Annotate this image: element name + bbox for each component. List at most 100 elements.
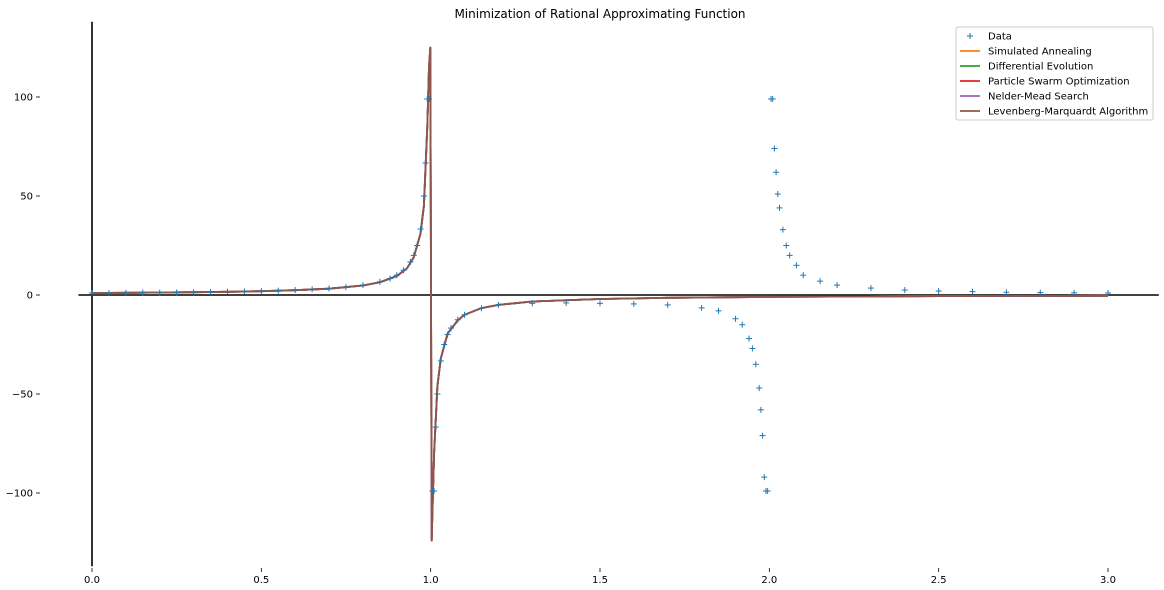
data-point	[410, 252, 417, 259]
data-point	[122, 289, 129, 296]
data-point	[759, 432, 766, 439]
data-point	[387, 275, 394, 282]
legend-label: Levenberg-Marquardt Algorithm	[988, 107, 1148, 118]
data-point	[771, 145, 778, 152]
data-point	[773, 169, 780, 176]
data-point	[597, 300, 603, 307]
data-point	[776, 204, 783, 211]
data-point	[207, 289, 214, 296]
data-point	[417, 226, 424, 233]
data-point	[749, 345, 756, 352]
y-tick-label: 0	[27, 291, 33, 302]
fit-lines	[91, 46, 1109, 542]
data-point	[664, 301, 671, 308]
data-point	[969, 288, 976, 295]
data-point	[901, 287, 908, 294]
data-point	[783, 242, 790, 249]
data-point	[241, 288, 248, 295]
data-point	[414, 242, 421, 249]
data-point	[834, 282, 841, 289]
data-point	[420, 193, 427, 199]
x-tick-label: 3.0	[1100, 575, 1116, 586]
data-point	[173, 289, 180, 296]
legend: Data Simulated Annealing Differential Evol…	[955, 26, 1154, 121]
y-tick-label: −100	[6, 489, 33, 500]
data-point	[275, 287, 282, 294]
data-point	[478, 305, 485, 312]
data-point	[139, 289, 146, 296]
data-point	[359, 282, 366, 289]
data-point	[437, 357, 444, 364]
data-point	[1037, 289, 1044, 296]
x-tick-label: 1.0	[423, 575, 439, 586]
data-point	[630, 300, 637, 307]
data-point	[224, 288, 231, 295]
data-point	[444, 331, 451, 338]
data-point	[867, 285, 874, 292]
legend-box	[955, 26, 1154, 121]
legend-label: Data	[988, 32, 1012, 43]
data-point	[757, 406, 764, 413]
data-point	[258, 288, 265, 295]
data-point	[407, 258, 414, 265]
y-tick-label: 50	[20, 192, 33, 203]
data-point	[698, 304, 705, 311]
data-point	[326, 285, 333, 292]
data-point	[752, 361, 759, 368]
data-point	[309, 286, 316, 293]
data-point	[105, 290, 112, 297]
x-axis-ticks: 0.0 0.5 1.0 1.5 2.0 2.5 3.0	[84, 568, 1116, 586]
data-point	[563, 299, 570, 306]
data-point	[761, 474, 768, 481]
data-point	[800, 272, 807, 279]
x-tick-label: 2.5	[931, 575, 947, 586]
data-point	[400, 267, 407, 274]
y-tick-label: −50	[12, 390, 33, 401]
data-point	[817, 278, 824, 285]
data-point	[454, 316, 461, 323]
data-point	[732, 315, 739, 322]
data-point	[376, 278, 383, 285]
chart-title: Minimization of Rational Approximating F…	[454, 7, 745, 21]
data-point	[756, 385, 763, 392]
data-point	[786, 252, 793, 259]
data-point	[447, 325, 454, 332]
data-point	[461, 311, 468, 318]
legend-label: Particle Swarm Optimization	[988, 77, 1130, 88]
legend-label: Differential Evolution	[988, 62, 1093, 73]
data-point	[441, 341, 448, 348]
data-point	[393, 272, 400, 279]
data-point	[156, 289, 163, 296]
data-point	[715, 307, 722, 314]
data-point	[431, 488, 438, 495]
data-point	[935, 288, 942, 295]
data-point	[529, 300, 536, 307]
data-point	[764, 488, 771, 495]
data-point	[1071, 289, 1078, 296]
data-point	[190, 289, 197, 296]
data-point	[434, 391, 441, 397]
data-point	[292, 287, 299, 294]
data-point	[432, 424, 439, 431]
legend-label: Nelder-Mead Search	[988, 92, 1089, 103]
x-tick-label: 1.5	[592, 575, 608, 586]
x-tick-label: 0.0	[84, 575, 100, 586]
data-point	[343, 284, 349, 291]
y-axis-ticks: −100 −50 0 50 100	[6, 93, 40, 500]
data-point	[89, 290, 95, 297]
data-markers	[89, 95, 1111, 495]
data-point	[779, 226, 786, 233]
fit-line-levenberg-marquardt-algorithm	[91, 46, 1109, 542]
data-point	[793, 262, 800, 269]
data-point	[1105, 290, 1111, 297]
x-tick-label: 2.0	[761, 575, 777, 586]
legend-label: Simulated Annealing	[988, 47, 1092, 58]
data-point	[739, 321, 746, 328]
x-tick-label: 0.5	[253, 575, 269, 586]
data-point	[425, 95, 432, 102]
data-point	[774, 191, 781, 198]
data-point	[746, 335, 753, 342]
data-point	[769, 95, 776, 102]
data-point	[495, 301, 502, 308]
